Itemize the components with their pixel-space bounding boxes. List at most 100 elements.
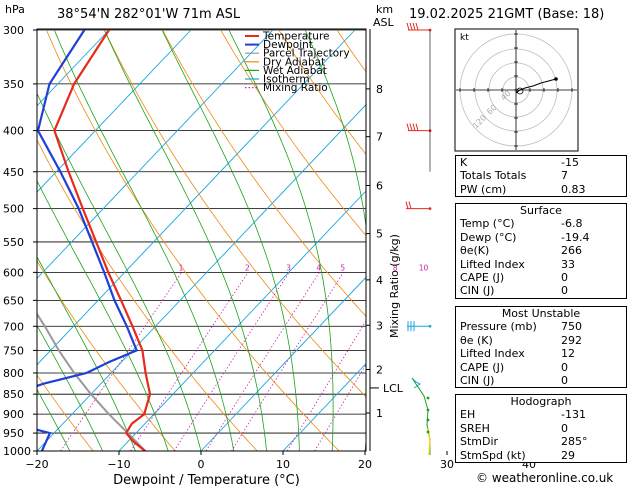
temperature-tick-label: −10 (107, 458, 130, 471)
pressure-unit-label: hPa (5, 3, 25, 16)
wet-adiabat-line (304, 29, 366, 451)
isotherm-line (200, 276, 366, 451)
hodograph-row: StmDir 285° (460, 435, 588, 449)
most-unstable-row: CAPE (J) 0 (460, 360, 568, 374)
dry-adiabat-line (46, 29, 340, 451)
isotherm-line (37, 29, 192, 193)
datetime-title: 19.02.2025 21GMT (Base: 18) (409, 7, 605, 22)
pressure-tick-label: 1000 (3, 445, 31, 458)
wet-adiabat-line (53, 29, 235, 451)
wind-barb-700-dot (428, 324, 432, 328)
isotherm-line (37, 29, 274, 280)
mixing-ratio-label: 1 (179, 263, 184, 272)
low-level-wind-dot (426, 418, 430, 422)
indices-table: K -15 Totals Totals 7 PW (cm) 0.83 (455, 155, 627, 198)
km-tick-label: 3 (376, 319, 383, 332)
legend-item: Mixing Ratio (263, 82, 328, 94)
pressure-tick-label: 300 (3, 24, 24, 37)
low-level-wind-barb (411, 377, 421, 389)
surface-row: Dewp (°C) -19.4 (460, 230, 590, 244)
dry-adiabat-line (37, 260, 176, 451)
wet-adiabat-line (37, 388, 71, 451)
wind-barb-500-dot (428, 207, 432, 211)
most-unstable-table: Most Unstable Pressure (mb) 750 θe (K) 292… (455, 306, 627, 389)
pressure-tick-label: 450 (3, 166, 24, 179)
surface-table: Surface Temp (°C) -6.8 Dewp (°C) -19.4 θe(… (455, 203, 627, 299)
mixing-ratio-line (130, 272, 249, 451)
wind-barb-400-flag (409, 123, 413, 131)
wind-barb-300-flag (415, 22, 419, 31)
wind-barb-500-flag (405, 201, 409, 209)
wind-barb-400-flag (415, 123, 419, 131)
most-unstable-title: Most Unstable (501, 307, 581, 320)
low-level-wind-dot (426, 430, 430, 434)
mixing-ratio-line (173, 272, 290, 451)
pressure-tick-label: 550 (3, 236, 24, 249)
pressure-tick-label: 700 (3, 320, 24, 333)
temperature-tick-label: 0 (198, 458, 205, 471)
dry-adiabat-line (162, 29, 366, 317)
pressure-tick-label: 650 (3, 294, 24, 307)
isotherm-line (118, 190, 366, 451)
wet-adiabat-line (37, 324, 103, 451)
mixing-ratio-axis-title: Mixing Ratio (g/kg) (388, 234, 401, 338)
low-level-wind-dot (426, 396, 430, 400)
hodograph-end-dot (554, 77, 558, 81)
dry-adiabat-line (278, 29, 366, 156)
temperature-profile-line (53, 29, 152, 451)
mixing-ratio-label: 10 (419, 263, 429, 272)
km-unit-label: km (376, 3, 394, 16)
copyright-label: © weatheronline.co.uk (476, 471, 614, 485)
surface-row: CIN (J) 0 (460, 284, 568, 298)
mixing-ratio-label: 2 (245, 263, 250, 272)
wind-barb-300-flag (412, 22, 416, 31)
surface-title: Surface (520, 204, 562, 217)
low-level-wind-trace (411, 377, 431, 455)
temperature-tick-label: −20 (25, 458, 48, 471)
x-axis-title: Dewpoint / Temperature (°C) (113, 473, 300, 486)
wet-adiabat-line (228, 29, 334, 451)
most-unstable-row: Lifted Index 12 (460, 347, 575, 361)
pressure-tick-label: 400 (3, 125, 24, 138)
km-tick-label: 1 (376, 407, 383, 420)
most-unstable-row: CIN (J) 0 (460, 373, 568, 387)
surface-row: Temp (°C) -6.8 (460, 217, 583, 231)
wind-barb-300-flag (409, 22, 413, 31)
legend-item: Temperature (262, 31, 330, 43)
wet-adiabat-line (37, 92, 202, 451)
mixing-ratio-label: 4 (316, 263, 321, 272)
temperature-tick-label: 30 (440, 458, 454, 471)
hodograph-row: EH -131 (460, 408, 586, 422)
wet-adiabat-line (37, 256, 136, 451)
legend-item: Wet Adiabat (263, 65, 327, 77)
hodograph-title: Hodograph (510, 395, 572, 408)
isotherm-line (37, 29, 356, 366)
hodograph-trace (515, 78, 557, 94)
legend-item: Parcel Trajectory (263, 48, 350, 60)
lcl-label: LCL (383, 382, 404, 395)
km-tick-label: 2 (376, 363, 383, 376)
hodograph-table: Hodograph EH -131 SREH 0 StmDir 285° StmSpd… (455, 394, 627, 463)
hodograph-unit-label: kt (460, 33, 469, 43)
mixing-ratio-line (231, 272, 344, 451)
pressure-tick-label: 350 (3, 78, 24, 91)
pressure-tick-label: 850 (3, 388, 24, 401)
wet-adiabat-line (37, 179, 169, 451)
pressure-tick-label: 900 (3, 408, 24, 421)
storm-motion-marker (516, 87, 524, 95)
wind-barb-500-flag (408, 201, 412, 209)
most-unstable-row: θe (K) 292 (460, 333, 582, 347)
indices-row: Totals Totals 7 (460, 169, 568, 183)
km-tick-label: 7 (376, 131, 383, 144)
dewpoint-profile-line (37, 29, 139, 451)
mixing-ratio-line (286, 320, 366, 451)
wet-adiabat-line (161, 29, 300, 451)
asl-unit-label: ASL (373, 16, 394, 29)
wind-barb-400-flag (406, 123, 410, 131)
surface-row: Lifted Index 33 (460, 257, 575, 271)
km-tick-label: 4 (376, 274, 383, 287)
mixing-ratio-label: 8 (393, 263, 398, 272)
low-level-wind-dot (426, 408, 430, 412)
km-tick-label: 8 (376, 83, 383, 96)
wet-adiabat-line (103, 29, 267, 451)
